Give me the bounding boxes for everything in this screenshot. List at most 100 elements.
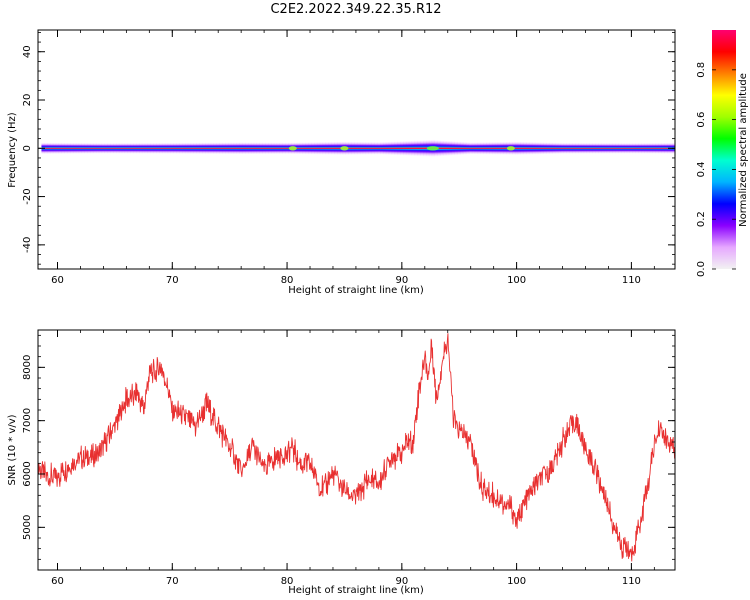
- spectral-band-cell: [230, 142, 235, 155]
- spectral-band-cell: [466, 142, 470, 155]
- spectral-band-cell: [259, 142, 263, 155]
- spectral-band-cell: [127, 142, 131, 154]
- spectral-band-cell: [400, 141, 404, 156]
- spectral-hotspot: [288, 146, 297, 151]
- spectral-band-cell: [497, 141, 501, 155]
- spectral-band-cell: [526, 141, 530, 155]
- spectral-band-cell: [609, 142, 613, 154]
- colorbar-tick-label: 0.4: [696, 161, 707, 177]
- spectral-band-cell: [503, 141, 507, 155]
- spectral-band-cell: [385, 141, 390, 155]
- spectral-band-cell: [543, 142, 547, 155]
- spectral-band-cell: [133, 142, 137, 154]
- snr-plot-area: [38, 330, 675, 570]
- spectral-band-cell: [629, 142, 633, 154]
- spectral-band-cell: [296, 142, 301, 155]
- spectral-band-cell: [116, 142, 120, 154]
- spectral-band-cell: [563, 142, 567, 154]
- spectral-band-cell: [110, 142, 114, 154]
- colorbar-tick-label: 0.8: [696, 62, 707, 78]
- spectrogram-y-tick-label: 40: [22, 45, 33, 58]
- spectral-band-cell: [414, 140, 418, 157]
- snr-y-tick-label: 7000: [22, 408, 33, 433]
- spectral-band-cell: [265, 142, 269, 155]
- snr-x-tick-label: 80: [281, 576, 294, 587]
- spectral-band-cell: [184, 142, 189, 154]
- snr-series-line: [38, 333, 675, 562]
- spectral-band-cell: [130, 142, 134, 154]
- spectral-band-cell: [491, 141, 496, 155]
- spectral-band-cell: [486, 141, 490, 155]
- spectral-band-cell: [322, 141, 326, 155]
- spectrogram-x-tick-label: 100: [507, 275, 526, 286]
- spectral-band-cell: [107, 142, 111, 154]
- spectral-band-cell: [44, 142, 48, 155]
- spectral-band-cell: [649, 142, 654, 154]
- spectral-band-cell: [190, 142, 194, 154]
- spectral-band-cell: [78, 142, 83, 154]
- spectral-band-cell: [64, 142, 68, 154]
- spectral-band-cell: [658, 142, 662, 154]
- spectral-band-cell: [626, 142, 631, 154]
- spectral-band-cell: [93, 142, 97, 154]
- spectral-band-cell: [423, 139, 427, 157]
- spectral-band-cell: [394, 141, 398, 156]
- spectral-band-cell: [256, 142, 260, 155]
- spectral-band-cell: [250, 142, 255, 155]
- spectral-band-cell: [193, 142, 197, 155]
- spectral-band-cell: [454, 141, 458, 156]
- spectral-band-cell: [632, 142, 636, 154]
- spectral-band-cell: [144, 142, 149, 154]
- spectral-band-cell: [555, 142, 559, 155]
- spectral-band-cell: [95, 142, 100, 154]
- spectral-band-cell: [213, 142, 217, 155]
- spectral-band-cell: [179, 142, 183, 154]
- spectral-band-cell: [546, 142, 550, 155]
- spectral-band-cell: [612, 142, 616, 154]
- snr-y-tick-label: 5000: [22, 515, 33, 540]
- spectral-band-cell: [159, 142, 163, 154]
- spectral-band-cell: [477, 142, 481, 155]
- spectral-band-cell: [362, 141, 367, 155]
- spectral-band-cell: [253, 142, 258, 155]
- spectral-band-cell: [136, 142, 140, 154]
- spectral-band-cell: [655, 142, 659, 154]
- spectral-band-cell: [222, 142, 226, 155]
- spectral-band-cell: [460, 141, 464, 155]
- spectral-band-cell: [354, 141, 358, 155]
- spectral-band-cell: [233, 142, 237, 155]
- spectral-band-cell: [468, 142, 473, 155]
- spectrogram-x-tick-label: 110: [622, 275, 641, 286]
- snr-y-tick-label: 6000: [22, 461, 33, 486]
- spectral-band-cell: [316, 141, 321, 155]
- spectral-hotspot: [426, 146, 439, 151]
- snr-xlabel: Height of straight line (km): [288, 585, 424, 596]
- spectral-band-cell: [382, 141, 387, 155]
- snr-ylabel: SNR (10 * v/v): [7, 414, 18, 485]
- spectral-band-cell: [225, 142, 229, 155]
- colorbar-label: Normalized spectral amplitude: [738, 73, 749, 227]
- spectral-band-cell: [371, 141, 375, 155]
- colorbar: 0.0 0.2 0.4 0.6 0.8 Normalized spectral ampl…: [696, 30, 749, 277]
- spectral-band-cell: [471, 142, 476, 155]
- spectral-band-cell: [368, 141, 372, 155]
- spectral-band-cell: [443, 140, 447, 157]
- spectral-band-cell: [276, 142, 281, 155]
- spectral-band-cell: [457, 141, 461, 156]
- spectral-band-cell: [557, 142, 562, 154]
- spectral-band-cell: [305, 142, 309, 155]
- spectral-band-cell: [391, 141, 395, 156]
- spectral-band-cell: [402, 140, 407, 156]
- spectral-band-cell: [308, 142, 312, 155]
- spectral-band-cell: [336, 141, 341, 155]
- spectrogram-y-tick-label: 0: [22, 145, 33, 151]
- spectral-band-cell: [664, 142, 668, 154]
- spectral-band-cell: [365, 141, 369, 155]
- spectral-band-cell: [388, 141, 392, 156]
- spectral-band-cell: [641, 142, 645, 154]
- spectral-band-cell: [210, 142, 215, 155]
- spectral-band-cell: [483, 142, 487, 155]
- spectral-band-cell: [646, 142, 651, 154]
- spectral-band-cell: [517, 141, 522, 155]
